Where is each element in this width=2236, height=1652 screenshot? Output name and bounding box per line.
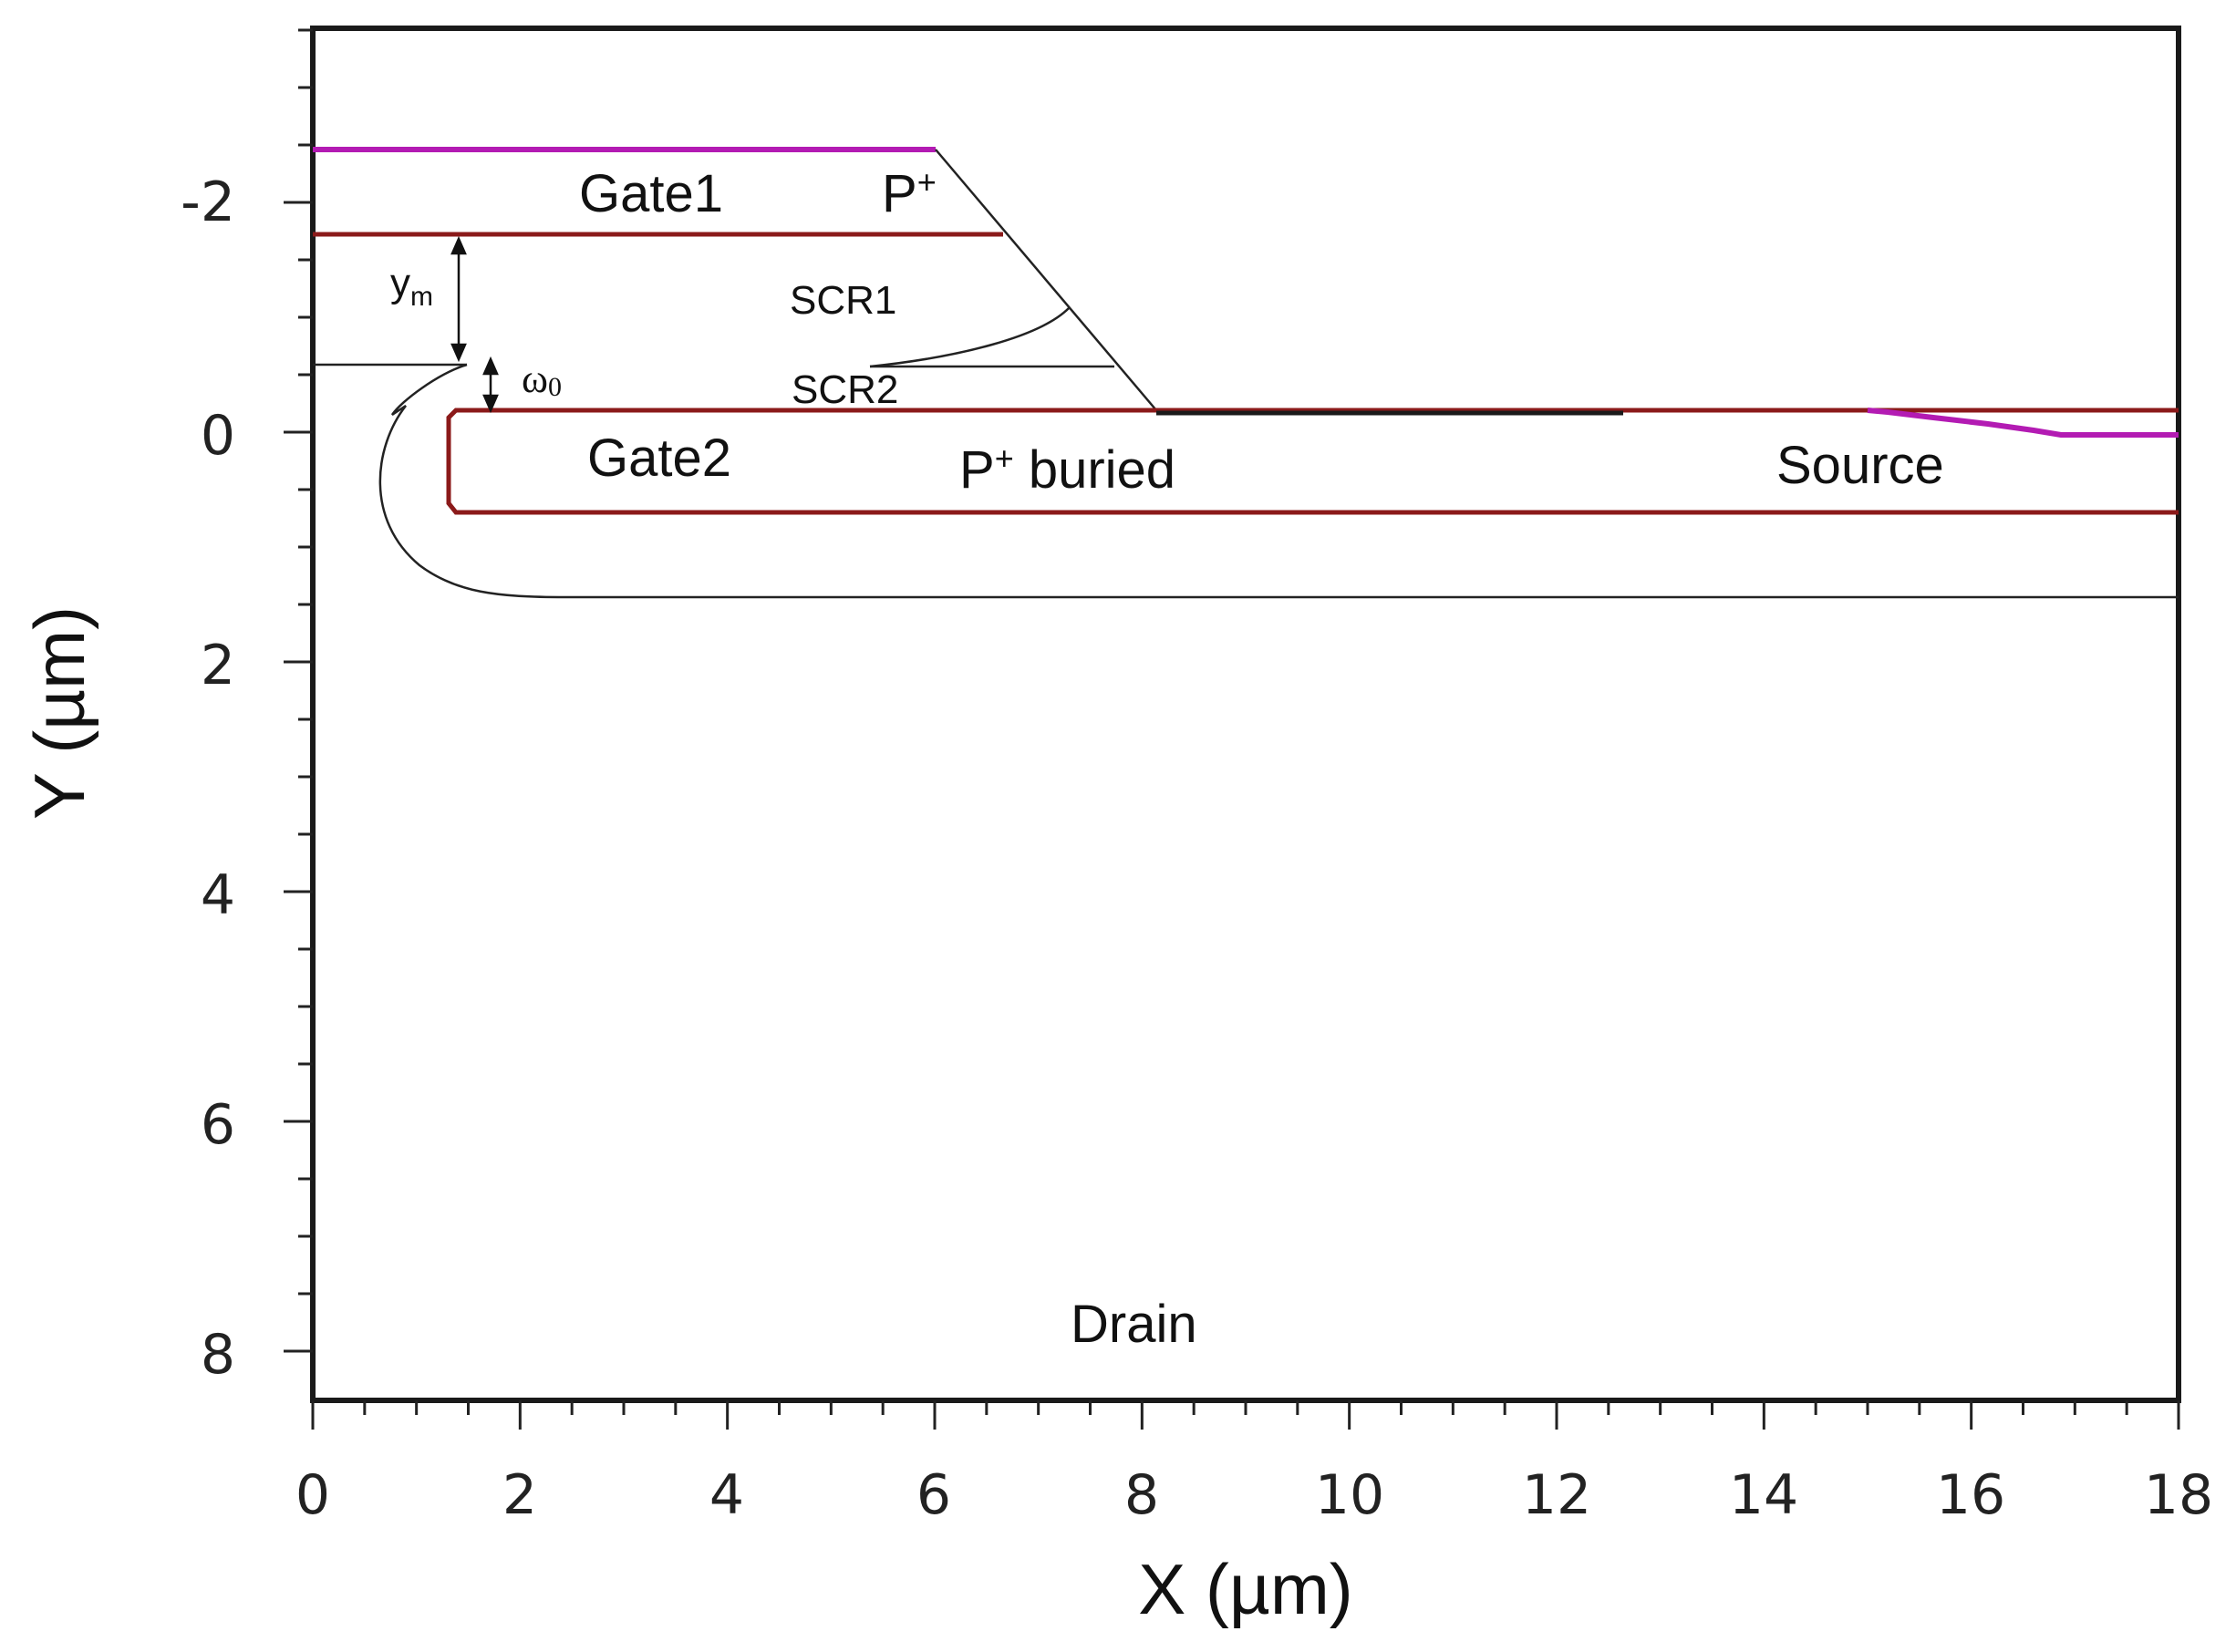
scr1-depletion-edge (869, 307, 1070, 368)
omega0-label-text: ω (522, 356, 548, 401)
source-label: Source (1776, 436, 1944, 495)
ym-label: ym (390, 261, 433, 312)
x-tick-label: 10 (1315, 1463, 1384, 1527)
ym-label-text: y (390, 261, 410, 305)
x-tick-label: 12 (1522, 1463, 1591, 1527)
source-contact-line (1867, 408, 2179, 438)
p-plus-label: P+ (882, 163, 937, 223)
p-plus-label-text: P (882, 164, 917, 223)
y-axis-title: Y (µm) (19, 606, 99, 820)
p-buried-label-sup: + (995, 439, 1014, 477)
p-buried-label-p: P (959, 440, 995, 500)
x-axis-title: X (µm) (1138, 1549, 1353, 1629)
gate2-label: Gate2 (587, 428, 731, 488)
omega0-dimension-arrow (482, 356, 499, 414)
y-tick-label: 6 (201, 1093, 235, 1157)
scr2-label: SCR2 (792, 367, 898, 412)
omega0-label-sub: 0 (548, 372, 562, 402)
y-tick-label: 0 (201, 404, 235, 468)
x-tick-label: 6 (916, 1463, 951, 1527)
x-tick-label: 14 (1729, 1463, 1798, 1527)
x-tick-label: 16 (1936, 1463, 2005, 1527)
scr1-label: SCR1 (790, 278, 896, 323)
p-buried-label: P+ buried (959, 439, 1175, 500)
y-tick-label: 4 (201, 863, 235, 927)
x-tick-labels: 0 2 4 6 8 10 12 14 16 18 (295, 1463, 2213, 1527)
gate1-label: Gate1 (579, 164, 723, 223)
x-tick-label: 4 (709, 1463, 744, 1527)
x-tick-label: 18 (2144, 1463, 2213, 1527)
omega0-label: ω0 (522, 356, 562, 402)
x-tick-label: 8 (1124, 1463, 1159, 1527)
drain-label: Drain (1071, 1295, 1197, 1354)
y-tick-label: 2 (201, 634, 235, 697)
y-tick-label: 8 (201, 1323, 235, 1387)
axis-ticks (284, 28, 2180, 1430)
x-tick-label: 0 (295, 1463, 330, 1527)
x-tick-label: 2 (502, 1463, 537, 1527)
y-tick-labels: -2 0 2 4 6 8 (181, 170, 235, 1387)
mesa-sidewall (935, 149, 1157, 411)
y-tick-label: -2 (181, 170, 235, 234)
p-buried-label-rest: buried (1014, 440, 1175, 500)
p-buried-boundary (446, 408, 2179, 515)
p-plus-label-sup: + (917, 163, 937, 201)
ym-dimension-arrow (450, 235, 467, 363)
ym-label-sub: m (410, 282, 433, 312)
buried-gate-depletion-edge (378, 363, 2179, 599)
